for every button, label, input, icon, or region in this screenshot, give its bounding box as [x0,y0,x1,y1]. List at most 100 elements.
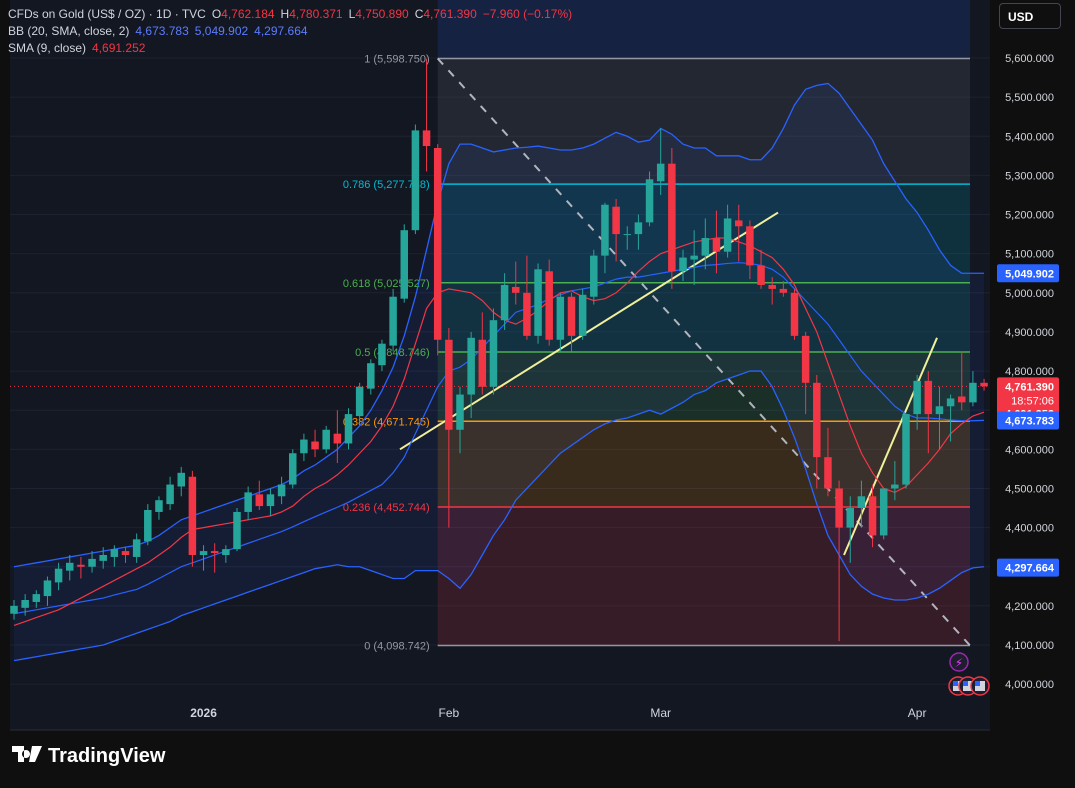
candle-body [634,222,643,235]
sma-line [13,237,985,626]
y-tick-label: 4,600.000 [1005,444,1054,456]
candle-body [980,382,988,387]
candle-body [378,343,386,366]
candle-body [690,255,698,260]
candle [879,488,888,540]
candle [813,374,821,489]
candle [177,466,185,497]
candle-body [735,220,743,227]
y-tick-label: 4,100.000 [1005,640,1054,652]
candle [433,144,442,356]
events-icons: ⚡ [948,652,990,696]
candle [10,599,18,620]
countdown-text: 18:57:06 [1011,395,1054,407]
candle-body [210,551,219,554]
candle-body [489,320,498,387]
currency-button[interactable]: USD [999,3,1061,29]
candle [188,470,197,567]
y-tick-label: 4,200.000 [1005,601,1054,613]
candle [868,484,877,548]
candle [746,220,754,280]
candle-body [567,296,576,336]
candle [210,543,219,573]
candle [244,486,252,520]
candle [891,461,899,501]
candle-body [902,414,910,485]
candle-body [712,238,721,252]
candle [255,480,264,510]
close-value: 4,761.390 [423,7,477,21]
y-tick-label: 5,200.000 [1005,210,1054,222]
fib-level-label: 0.618 (5,025.527) [343,278,430,290]
y-tick-label: 5,400.000 [1005,131,1054,143]
price-badge-text: 5,049.902 [1005,268,1054,280]
candle-body [411,130,420,231]
candle-body [54,568,63,583]
candle [478,312,487,395]
open-value: 4,762.184 [221,7,275,21]
y-tick-label: 5,000.000 [1005,288,1054,300]
candle [980,378,988,391]
us-flag-icon-canton [975,681,980,686]
candle [567,292,576,352]
candle-body [188,476,197,555]
candle [757,249,765,289]
candle-body [144,509,152,542]
price-badge-text: 4,673.783 [1005,415,1054,427]
candle [233,508,241,552]
candle-body [322,429,330,450]
candle-body [679,257,687,272]
candle-body [10,605,18,614]
candle-body [824,457,832,489]
y-tick-label: 4,500.000 [1005,483,1054,495]
candle-body [99,554,107,561]
candle [311,429,319,458]
x-tick-label: Mar [650,706,671,720]
candle-body [222,549,230,555]
candle-body [166,484,174,505]
candle-body [199,551,208,555]
candle-body [779,288,788,293]
candle [656,128,665,195]
candle [333,410,342,464]
symbol-name[interactable]: CFDs on Gold (US$ / OZ) · 1D · TVC [8,7,206,21]
candle [144,504,152,546]
candle [712,210,721,274]
candle-body [155,500,163,512]
candle-body [835,488,843,528]
candle [378,339,386,372]
candle-body [790,292,799,336]
candle-body [244,492,252,512]
candle-body [969,382,977,403]
candle-body [233,511,241,550]
y-tick-label: 5,600.000 [1005,53,1054,65]
candle [846,496,854,563]
candle-body [958,396,966,403]
us-flag-icon-canton [953,681,958,686]
x-tick-label: Apr [908,706,927,720]
candle-body [66,562,74,571]
candle [690,230,698,285]
candle-body [556,296,565,340]
candle-body [88,558,96,567]
candle-body [891,484,899,489]
lightning-icon [949,652,969,672]
x-tick-label: Feb [439,706,460,720]
candle [701,218,710,270]
candle [634,214,643,250]
sma-indicator-label[interactable]: SMA (9, close) [8,41,87,55]
bb-basis-value: 4,673.783 [135,24,189,38]
tradingview-logo[interactable]: TradingView [12,745,165,768]
fib-zone [437,421,970,507]
candle [54,562,63,591]
candle-body [946,398,955,407]
candle [835,480,843,642]
candle [500,273,509,330]
bb-indicator-label[interactable]: BB (20, SMA, close, 2) [8,24,130,38]
us-flag-icon-canton [963,681,968,686]
candle [199,545,208,571]
y-tick-label: 5,100.000 [1005,249,1054,261]
candle [289,449,297,489]
candle-body [433,148,442,340]
